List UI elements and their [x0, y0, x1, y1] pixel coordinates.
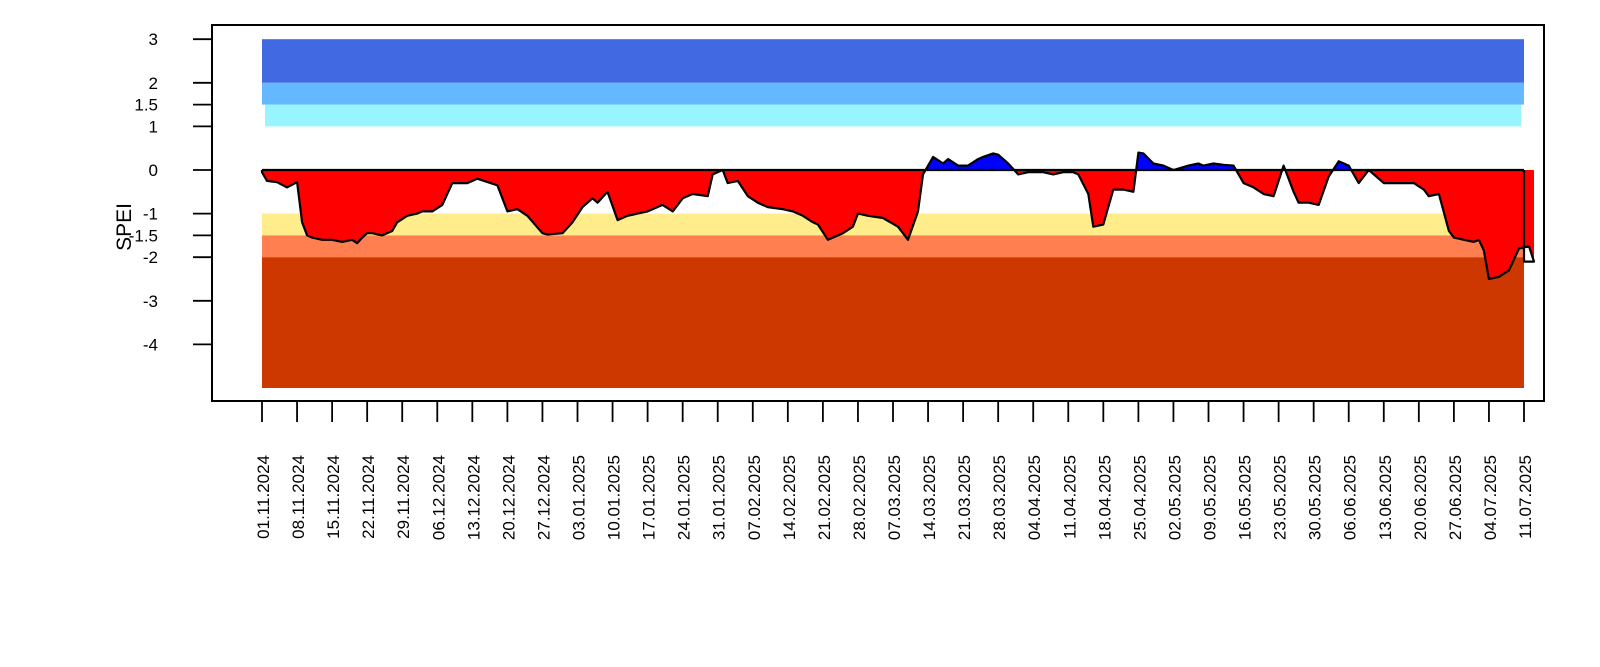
- drought-area-3: [1236, 170, 1283, 197]
- y-tick-label-3: 1: [149, 117, 158, 136]
- x-tick-label-24: 18.04.2025: [1095, 455, 1114, 540]
- x-tick-label-25: 25.04.2025: [1130, 455, 1149, 540]
- x-tick-label-3: 22.11.2024: [359, 455, 378, 539]
- x-tick-label-20: 21.03.2025: [955, 455, 974, 540]
- x-tick-label-31: 06.06.2025: [1341, 455, 1360, 540]
- x-tick-label-32: 13.06.2025: [1376, 455, 1395, 540]
- y-tick-label-2: 1.5: [134, 96, 158, 115]
- x-tick-label-4: 29.11.2024: [394, 455, 413, 539]
- x-tick-label-2: 15.11.2024: [324, 455, 343, 539]
- x-axis: 01.11.2024 08.11.2024 15.11.2024 22.11.2024…: [254, 400, 1535, 540]
- x-tick-label-12: 24.01.2025: [675, 455, 694, 540]
- y-tick-label-8: -3: [143, 292, 158, 311]
- y-axis: 3 2 1.5 1 0 -1 -1.5 -2 -3 -4: [129, 30, 212, 354]
- x-tick-label-21: 28.03.2025: [990, 455, 1009, 540]
- y-tick-label-9: -4: [143, 335, 158, 354]
- spei-curve: [260, 151, 1536, 281]
- x-tick-label-13: 31.01.2025: [710, 455, 729, 540]
- y-tick-label-7: -2: [143, 248, 158, 267]
- x-tick-label-26: 02.05.2025: [1165, 455, 1184, 540]
- x-tick-label-6: 13.12.2024: [464, 455, 483, 540]
- x-tick-label-0: 01.11.2024: [254, 455, 273, 539]
- x-tick-label-9: 03.01.2025: [570, 455, 589, 540]
- drought-area-1: [722, 170, 926, 240]
- x-tick-label-35: 04.07.2025: [1481, 455, 1500, 540]
- x-tick-label-19: 14.03.2025: [920, 455, 939, 540]
- y-tick-label-5: -1: [143, 205, 158, 224]
- band-0: [262, 39, 1524, 83]
- x-tick-label-33: 20.06.2025: [1411, 455, 1430, 540]
- band-5: [262, 257, 1524, 388]
- x-tick-label-14: 07.02.2025: [745, 455, 764, 540]
- drought-area-5: [1351, 170, 1369, 184]
- classification-bands: [262, 39, 1524, 388]
- wet-area-0: [925, 153, 1015, 170]
- x-tick-label-28: 16.05.2025: [1236, 455, 1255, 540]
- x-tick-label-30: 30.05.2025: [1306, 455, 1325, 540]
- band-1: [262, 82, 1524, 105]
- spei-line: [260, 151, 1536, 281]
- y-tick-label-6: -1.5: [129, 226, 158, 245]
- x-tick-label-8: 27.12.2024: [534, 455, 553, 540]
- x-tick-label-23: 11.04.2025: [1060, 455, 1079, 539]
- x-tick-label-5: 06.12.2024: [429, 455, 448, 540]
- x-tick-label-36: 11.07.2025: [1516, 455, 1535, 539]
- drought-area-6: [1368, 170, 1534, 279]
- x-tick-label-27: 09.05.2025: [1201, 455, 1220, 540]
- band-2: [265, 104, 1521, 127]
- y-tick-label-4: 0: [149, 161, 158, 180]
- x-tick-label-15: 14.02.2025: [780, 455, 799, 540]
- y-tick-label-1: 2: [149, 74, 158, 93]
- drought-area-0: [262, 170, 723, 244]
- y-tick-label-0: 3: [149, 30, 158, 49]
- x-tick-label-34: 27.06.2025: [1446, 455, 1465, 540]
- x-tick-label-18: 07.03.2025: [885, 455, 904, 540]
- x-tick-label-11: 17.01.2025: [640, 455, 659, 540]
- x-tick-label-16: 21.02.2025: [815, 455, 834, 540]
- x-tick-label-17: 28.02.2025: [850, 455, 869, 540]
- x-tick-label-10: 10.01.2025: [605, 455, 624, 540]
- x-tick-label-7: 20.12.2024: [499, 455, 518, 540]
- x-tick-label-22: 04.04.2025: [1025, 455, 1044, 540]
- x-tick-label-29: 23.05.2025: [1271, 455, 1290, 540]
- spei-area: [262, 152, 1534, 279]
- band-4: [262, 235, 1524, 258]
- y-axis-label: SPEI: [113, 203, 136, 251]
- x-tick-label-1: 08.11.2024: [289, 455, 308, 539]
